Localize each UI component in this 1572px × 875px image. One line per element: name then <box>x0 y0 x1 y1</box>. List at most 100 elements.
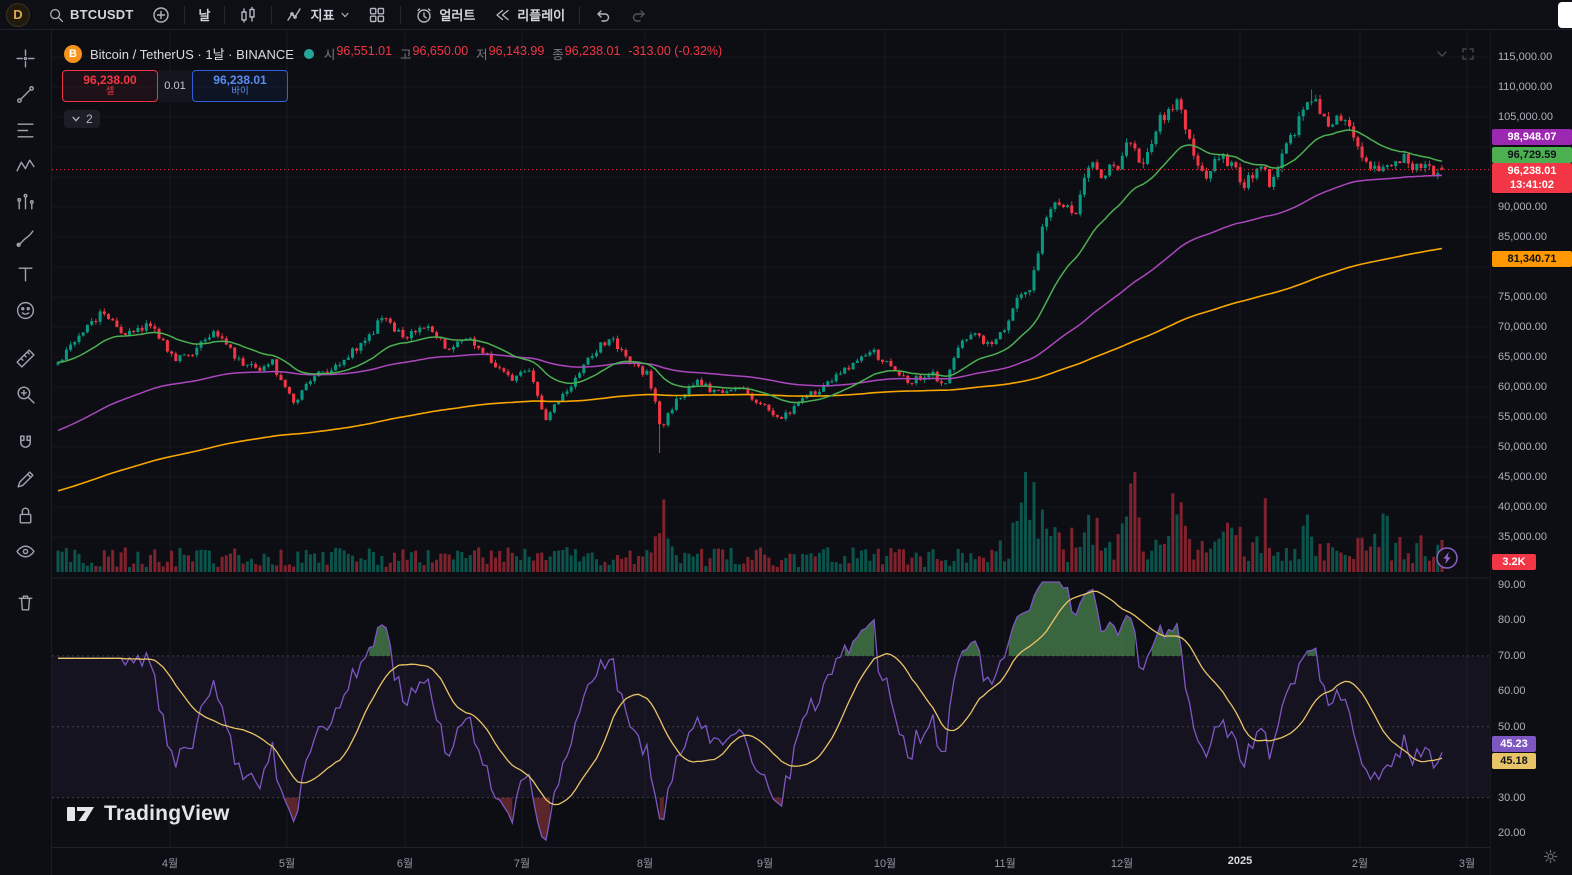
pencil-icon <box>17 470 34 488</box>
change-value: -313.00 (-0.32%) <box>628 44 723 58</box>
chevron-down-icon <box>72 116 80 122</box>
time-label: 4월 <box>161 858 179 870</box>
emoji-icon <box>16 301 35 319</box>
pane-controls <box>1434 46 1476 62</box>
interval-button[interactable]: 날 <box>191 3 219 27</box>
rsi-tick: 30.00 <box>1498 791 1526 804</box>
chart-style-button[interactable] <box>231 3 265 27</box>
trash-icon <box>18 594 33 611</box>
time-label: 11월 <box>994 858 1016 870</box>
user-menu-button[interactable]: D <box>6 2 30 27</box>
candles-icon <box>241 6 256 23</box>
time-label: 7월 <box>513 858 531 870</box>
rsi-tick: 50.00 <box>1498 720 1526 733</box>
trend-line-tool-button[interactable] <box>9 80 43 108</box>
right-panel-toggle[interactable] <box>1558 2 1572 28</box>
lock-icon <box>19 507 32 524</box>
spread-value: 0.01 <box>158 70 192 102</box>
volume-layer <box>56 472 1444 572</box>
time-label: 10월 <box>873 858 897 870</box>
chart-pane: B Bitcoin / TetherUS · 1날 · BINANCE 시 96,… <box>52 30 1490 875</box>
ma-mid-line <box>57 174 1443 432</box>
remove-drawings-tool-button[interactable] <box>9 588 43 616</box>
redo-button[interactable] <box>622 3 656 27</box>
replay-button[interactable]: 리플레이 <box>485 3 573 27</box>
price-tick: 60,000.00 <box>1498 381 1547 393</box>
bitcoin-icon: B <box>64 44 82 63</box>
fib-retracement-icon <box>17 122 34 138</box>
time-axis[interactable]: 4월 5월 6월 7월 8월 9월 10월 11월 12월 2025 2월 3월 <box>52 847 1490 875</box>
alert-button[interactable]: 얼러트 <box>407 3 483 27</box>
price-tick: 90,000.00 <box>1498 201 1547 213</box>
pane-maximize-icon[interactable] <box>1460 46 1476 62</box>
forecast-tool-button[interactable] <box>9 188 43 216</box>
ma-slow-line <box>57 247 1443 492</box>
low-label: 저 <box>476 48 488 62</box>
emoji-tool-button[interactable] <box>9 296 43 324</box>
tradingview-watermark[interactable]: TradingView <box>66 802 230 826</box>
rsi-ma-value: 45.18 <box>1492 753 1536 769</box>
open-value: 96,551.01 <box>336 44 393 58</box>
rsi-ma-line <box>58 590 1443 806</box>
brush-tool-button[interactable] <box>9 224 43 252</box>
magnet-tool-button[interactable] <box>9 429 43 457</box>
sell-button[interactable]: 96,238.00 셀 <box>62 70 158 102</box>
zoom-tool-button[interactable] <box>9 380 43 408</box>
symbol-search-button[interactable]: BTCUSDT <box>40 3 142 27</box>
hide-drawings-tool-button[interactable] <box>9 537 43 565</box>
low-value: 96,143.99 <box>488 44 545 58</box>
replay-label: 리플레이 <box>517 8 566 23</box>
sell-price: 96,238.00 <box>83 73 137 88</box>
lock-all-tool-button[interactable] <box>9 501 43 529</box>
rsi-value: 45.23 <box>1492 736 1536 752</box>
quick-trade-lightning-icon[interactable] <box>1436 547 1458 569</box>
time-label: 12월 <box>1110 858 1134 870</box>
toolbar-separator <box>183 5 185 24</box>
market-status-dot <box>303 48 314 59</box>
text-tool-button[interactable] <box>9 260 43 288</box>
scale-settings-gear-icon[interactable] <box>1543 849 1558 869</box>
measure-tool-button[interactable] <box>9 344 43 372</box>
eye-icon <box>16 545 35 557</box>
price-tick: 40,000.00 <box>1498 501 1547 513</box>
layout-grid-button[interactable] <box>360 3 394 27</box>
price-tick: 35,000.00 <box>1498 531 1547 543</box>
chevron-down-icon <box>341 12 349 17</box>
chart-canvas[interactable] <box>52 30 1490 847</box>
buy-price: 96,238.01 <box>213 73 267 88</box>
indicators-label: 지표 <box>310 8 335 23</box>
rsi-tick: 70.00 <box>1498 649 1526 662</box>
compare-add-symbol-button[interactable] <box>144 3 178 27</box>
collapsed-count: 2 <box>86 112 93 126</box>
symbol-title[interactable]: Bitcoin / TetherUS · 1날 · BINANCE <box>90 47 294 62</box>
ma-fast-line <box>57 129 1443 404</box>
pane-collapse-icon[interactable] <box>1434 46 1450 62</box>
xabcd-pattern-icon <box>16 158 35 171</box>
undo-button[interactable] <box>586 3 620 27</box>
indicators-collapse-button[interactable]: 2 <box>64 110 100 128</box>
ma-fast-value: 96,729.59 <box>1492 147 1572 163</box>
close-value: 96,238.01 <box>564 44 621 58</box>
grid-layout-icon <box>370 7 385 22</box>
chart-legend: B Bitcoin / TetherUS · 1날 · BINANCE 시 96,… <box>64 44 722 63</box>
ma-mid-value: 98,948.07 <box>1492 129 1572 145</box>
buy-label: 바이 <box>231 86 249 98</box>
text-icon <box>18 266 33 282</box>
crosshair-tool-button[interactable] <box>9 44 43 72</box>
drawing-mode-tool-button[interactable] <box>9 465 43 493</box>
grid-layer <box>52 30 1490 847</box>
undo-icon <box>597 9 610 22</box>
rsi-tick: 80.00 <box>1498 614 1526 627</box>
price-scale[interactable]: 115,000.00 110,000.00 105,000.00 90,000.00 8… <box>1490 30 1572 875</box>
trend-line-icon <box>17 85 34 103</box>
drawing-toolbar <box>0 30 52 875</box>
indicators-button[interactable]: 지표 <box>278 3 358 27</box>
volume-value: 3.2K <box>1492 554 1536 570</box>
fib-retracement-tool-button[interactable] <box>9 116 43 144</box>
toolbar-separator <box>579 5 581 24</box>
pattern-tool-button[interactable] <box>9 152 43 180</box>
buy-button[interactable]: 96,238.01 바이 <box>192 70 288 102</box>
replay-rewind-icon <box>496 9 509 20</box>
crosshair-icon <box>16 48 35 68</box>
top-toolbar: D BTCUSDT 날 지표 얼러트 <box>0 0 1572 30</box>
